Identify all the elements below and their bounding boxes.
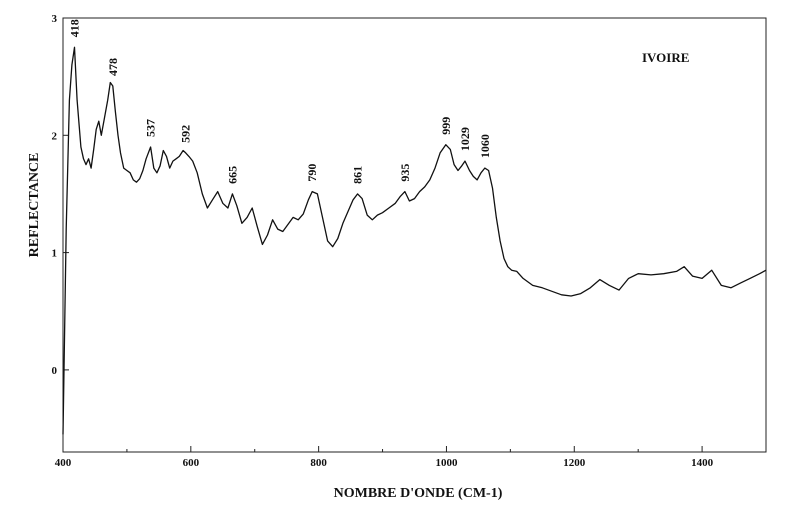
peak-label: 790 bbox=[305, 164, 319, 182]
peak-label-layer: 418 478 537 592 665 790 861 935 999 1029 1060 bbox=[68, 19, 492, 184]
x-tick-label: 400 bbox=[55, 457, 72, 469]
sample-label: IVOIRE bbox=[642, 50, 689, 65]
x-tick-label: 600 bbox=[183, 457, 200, 469]
peak-label: 935 bbox=[398, 164, 412, 182]
plot-frame bbox=[62, 17, 767, 453]
spectrum-line bbox=[62, 46, 767, 435]
x-tick-layer: 400 600 800 1000 1200 1400 bbox=[55, 446, 714, 469]
y-tick-label: 3 bbox=[52, 13, 58, 25]
x-tick-label: 1400 bbox=[691, 457, 714, 469]
peak-label: 592 bbox=[179, 125, 193, 143]
x-tick-label: 1000 bbox=[435, 457, 458, 469]
series-layer bbox=[62, 46, 767, 435]
y-tick-label: 0 bbox=[52, 365, 58, 377]
peak-label: 1060 bbox=[478, 134, 492, 158]
peak-label: 478 bbox=[106, 58, 120, 76]
y-tick-label: 1 bbox=[52, 248, 58, 260]
y-tick-label: 2 bbox=[52, 130, 58, 142]
y-axis-title: REFLECTANCE bbox=[27, 153, 42, 258]
peak-label: 1029 bbox=[458, 127, 472, 151]
plot-border bbox=[62, 17, 767, 453]
peak-label: 861 bbox=[351, 166, 365, 184]
peak-label: 418 bbox=[68, 19, 82, 37]
peak-label: 999 bbox=[439, 117, 453, 135]
peak-label: 537 bbox=[144, 119, 158, 137]
x-tick-label: 1200 bbox=[563, 457, 586, 469]
x-axis-title: NOMBRE D'ONDE (CM-1) bbox=[334, 486, 503, 501]
x-tick-label: 800 bbox=[310, 457, 327, 469]
peak-label: 665 bbox=[225, 166, 239, 184]
y-tick-layer: 0 1 2 3 bbox=[52, 13, 69, 377]
